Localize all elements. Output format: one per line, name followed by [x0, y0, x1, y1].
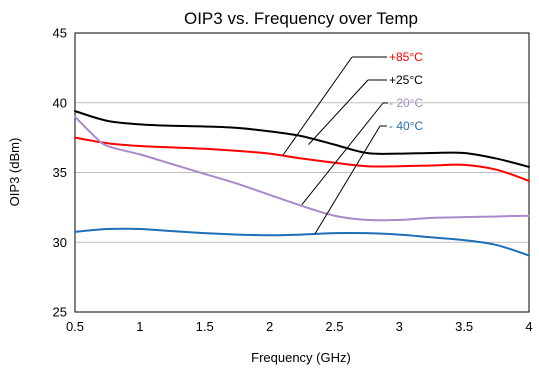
y-tick-label: 35	[53, 165, 67, 180]
legend-label-minus20C: - 20°C	[389, 96, 423, 110]
x-tick-label: 3.5	[455, 319, 473, 334]
grid-layer	[75, 102, 529, 243]
tick-layer: 25 30 35 40 45 0.5 1 1.5 2 2.5 3 3.5 4	[53, 26, 533, 335]
legend-label-minus40C: - 40°C	[389, 119, 423, 133]
y-tick-label: 40	[53, 95, 67, 110]
x-tick-label: 3	[396, 319, 403, 334]
x-axis-label: Frequency (GHz)	[251, 350, 351, 365]
x-tick-label: 1.5	[196, 319, 214, 334]
series-line-minus40C	[74, 227, 530, 257]
leader-line-plus85C	[282, 56, 353, 157]
y-tick-label: 30	[53, 235, 67, 250]
chart-title: OIP3 vs. Frequency over Temp	[184, 9, 418, 28]
series-line-plus25C	[74, 110, 530, 168]
leader-line-minus20C	[301, 102, 384, 205]
legend-label-plus25C: +25°C	[389, 73, 423, 87]
leader-layer	[282, 56, 388, 235]
x-tick-label: 2	[266, 319, 273, 334]
y-tick-label: 45	[53, 26, 67, 41]
legend-label-plus85C: +85°C	[389, 50, 423, 64]
series-layer	[74, 110, 530, 257]
y-axis-label: OIP3 (dBm)	[7, 138, 22, 207]
series-line-plus85C	[74, 136, 530, 182]
x-tick-label: 0.5	[66, 319, 84, 334]
x-tick-label: 4	[525, 319, 532, 334]
legend-layer: +85°C +25°C - 20°C - 40°C	[389, 50, 423, 133]
y-tick-label: 25	[53, 305, 67, 320]
series-line-minus20C	[74, 115, 530, 222]
leader-line-minus40C	[314, 125, 381, 235]
x-tick-label: 1	[136, 319, 143, 334]
leader-line-plus25C	[308, 79, 369, 145]
x-tick-label: 2.5	[325, 319, 343, 334]
plot-frame	[74, 32, 530, 313]
